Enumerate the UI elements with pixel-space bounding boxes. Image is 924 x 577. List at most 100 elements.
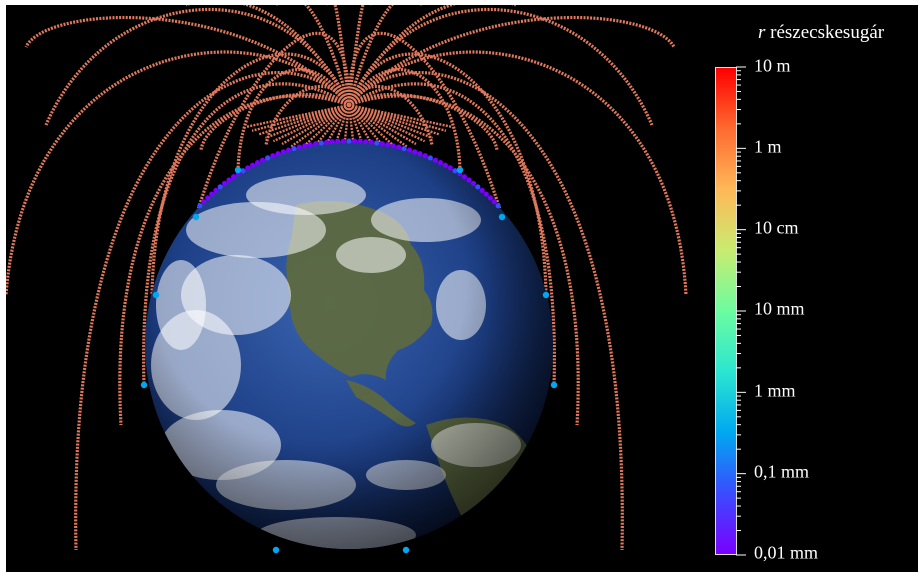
colorbar-title-text: részecskesugár — [770, 22, 885, 43]
deposit-point — [550, 381, 558, 389]
deposit-point — [479, 187, 485, 193]
polar-field-line — [281, 103, 350, 146]
deposit-point — [363, 139, 369, 145]
deposit-point — [466, 177, 472, 183]
deposit-point — [357, 138, 363, 144]
deposit-point — [483, 191, 489, 197]
polar-field-line — [290, 104, 350, 148]
deposit-point — [213, 187, 219, 193]
polar-field-line — [348, 103, 441, 136]
deposit-point — [475, 184, 481, 190]
deposit-point — [240, 168, 246, 174]
deposit-point — [275, 151, 281, 157]
colorbar-label-10cm: 10 cm — [754, 217, 799, 238]
deposit-point — [427, 155, 433, 161]
deposit-point — [234, 166, 242, 174]
colorbar-label-10mm: 10 mm — [754, 298, 805, 319]
deposit-point — [201, 199, 207, 205]
polar-field-line — [348, 104, 398, 150]
deposit-point — [470, 180, 477, 186]
deposit-point — [209, 191, 215, 197]
deposit-point — [250, 162, 256, 168]
deposit-point — [230, 174, 237, 180]
deposit-point — [307, 142, 313, 148]
colorbar-ticks — [736, 66, 746, 556]
deposit-point — [412, 149, 418, 155]
deposit-point — [368, 139, 374, 145]
deposit-point — [390, 143, 396, 149]
deposit-point — [385, 142, 391, 148]
field-line — [347, 5, 516, 106]
deposit-point — [335, 138, 341, 144]
field-line — [186, 5, 351, 106]
deposit-point — [265, 155, 271, 161]
polar-field-line — [347, 104, 367, 153]
field-line — [348, 94, 580, 426]
polar-field-line — [348, 103, 417, 146]
deposit-point — [280, 149, 286, 155]
deposit-point — [324, 139, 330, 145]
deposit-point — [491, 199, 497, 205]
deposit-point — [226, 177, 232, 183]
field-line — [194, 31, 351, 218]
polar-field-line — [320, 104, 351, 153]
field-line — [74, 71, 351, 551]
colorbar-title: r részecskesugár — [758, 22, 884, 44]
colorbar-label-10m: 10 m — [754, 55, 791, 76]
deposit-point — [291, 145, 297, 152]
deposit-point — [318, 140, 324, 146]
deposit-point — [456, 166, 464, 174]
field-line — [24, 15, 351, 107]
polar-field-line — [300, 104, 350, 150]
deposit-point — [396, 144, 402, 150]
scene — [6, 5, 688, 554]
deposit-point — [217, 184, 223, 190]
field-line — [347, 71, 624, 551]
deposit-point — [340, 138, 347, 144]
image-frame: r részecskesugár 10 m 1 m 10 cm 10 mm 1 … — [6, 5, 918, 572]
colorbar-variable: r — [758, 22, 766, 43]
colorbar-label-0-01mm: 0,01 mm — [754, 542, 819, 563]
deposit-point — [221, 180, 228, 186]
deposit-point — [245, 165, 251, 171]
deposit-point — [417, 151, 423, 157]
deposit-point — [487, 195, 493, 201]
deposit-point — [197, 203, 203, 209]
colorbar-label-0-1mm: 0,1 mm — [754, 461, 810, 482]
field-line — [118, 94, 350, 426]
particle-deposits — [140, 138, 558, 554]
field-line — [236, 68, 351, 171]
deposit-point — [296, 144, 302, 150]
polar-field-line — [348, 103, 452, 128]
deposit-point — [302, 143, 308, 149]
deposit-point — [495, 203, 501, 209]
deposit-point — [351, 138, 358, 144]
colorbar-label-1mm: 1 mm — [754, 380, 796, 401]
deposit-point — [346, 138, 352, 144]
field-line — [142, 82, 350, 386]
deposit-point — [498, 213, 506, 221]
deposit-point — [152, 291, 160, 299]
deposit-point — [432, 157, 438, 163]
deposit-point — [285, 147, 292, 153]
deposit-point — [313, 141, 319, 147]
deposit-point — [270, 153, 276, 159]
field-line — [348, 82, 556, 386]
field-line — [347, 50, 688, 296]
deposit-point — [422, 153, 428, 159]
deposit-point — [437, 160, 444, 166]
deposit-point — [140, 381, 148, 389]
field-line — [199, 93, 350, 151]
deposit-point — [452, 168, 458, 174]
colorbar-label-1m: 1 m — [754, 136, 782, 157]
earth-globe — [145, 141, 553, 549]
field-line — [348, 93, 499, 151]
deposit-point — [260, 157, 266, 163]
field-line — [6, 50, 351, 296]
polar-field-line — [347, 104, 378, 153]
field-line — [347, 15, 676, 107]
deposit-point — [401, 145, 407, 152]
deposit-point — [461, 174, 468, 180]
deposit-point — [447, 165, 453, 171]
